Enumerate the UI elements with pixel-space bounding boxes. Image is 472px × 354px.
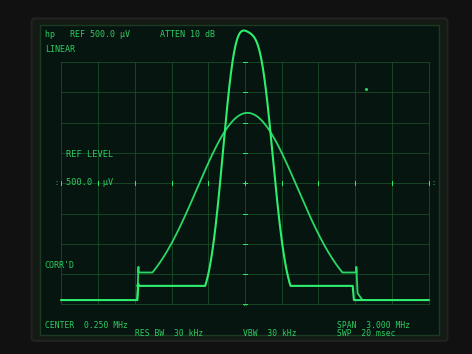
Text: REF LEVEL: REF LEVEL: [66, 150, 113, 159]
Text: hp   REF 500.0 μV      ATTEN 10 dB: hp REF 500.0 μV ATTEN 10 dB: [45, 30, 215, 39]
FancyBboxPatch shape: [32, 18, 447, 341]
Text: ": ": [243, 304, 247, 313]
Text: 500.0  μV: 500.0 μV: [66, 178, 113, 187]
Text: CORR'D: CORR'D: [45, 261, 75, 270]
Text: VBW  30 kHz: VBW 30 kHz: [243, 329, 297, 338]
Text: SWP  20 msec: SWP 20 msec: [337, 329, 396, 338]
Text: :: :: [431, 180, 435, 186]
Text: CENTER  0.250 MHz: CENTER 0.250 MHz: [45, 321, 128, 330]
Text: SPAN  3.000 MHz: SPAN 3.000 MHz: [337, 321, 411, 330]
Bar: [40, 25, 439, 335]
Text: LINEAR: LINEAR: [45, 45, 75, 54]
Text: RES BW  30 kHz: RES BW 30 kHz: [135, 329, 203, 338]
Text: :: :: [54, 180, 59, 186]
